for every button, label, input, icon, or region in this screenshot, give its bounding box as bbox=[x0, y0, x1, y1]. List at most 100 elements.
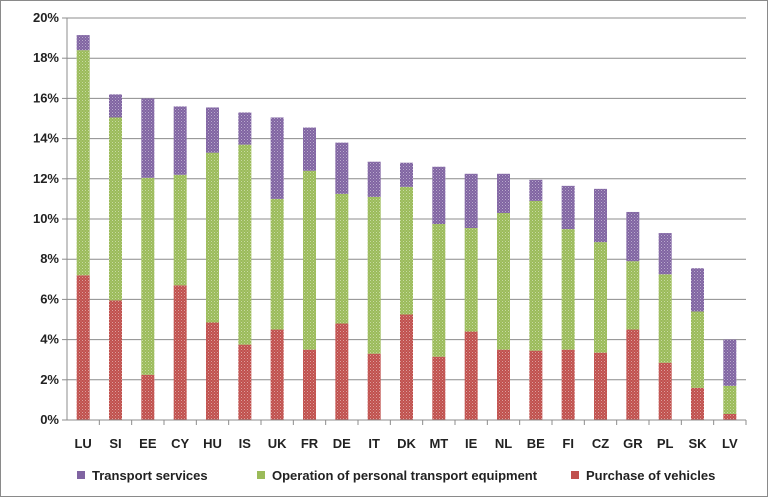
bar-uk-transport-services bbox=[270, 117, 284, 199]
bar-fi-operation-of-personal-transport-equipment bbox=[561, 229, 575, 350]
x-tick-label: UK bbox=[268, 436, 287, 451]
x-tick-label: SK bbox=[688, 436, 707, 451]
bar-sk-transport-services bbox=[691, 268, 704, 312]
x-tick-label: IT bbox=[368, 436, 380, 451]
x-axis: LU SI EE CY HU IS UK FR DE IT DK MT IE NL BE FI CZ GR PL SK… bbox=[67, 419, 747, 451]
bar-be-operation-of-personal-transport-equipment bbox=[529, 200, 543, 351]
legend: Transport services Operation of personal … bbox=[77, 468, 715, 483]
bar-mt-operation-of-personal-transport-equipment bbox=[432, 224, 446, 357]
bar-gr-transport-services bbox=[626, 211, 640, 262]
x-tick-label: FI bbox=[562, 436, 574, 451]
x-tick-label: DK bbox=[397, 436, 416, 451]
x-tick-label: CY bbox=[171, 436, 189, 451]
x-tick-label: GR bbox=[623, 436, 643, 451]
bar-pl-purchase-of-vehicles bbox=[658, 362, 672, 420]
bar-fi-transport-services bbox=[561, 185, 575, 230]
bar-lv-transport-services bbox=[723, 339, 737, 386]
bar-de-purchase-of-vehicles bbox=[335, 323, 349, 420]
bar-nl-operation-of-personal-transport-equipment bbox=[497, 212, 510, 350]
bar-is-operation-of-personal-transport-equipment bbox=[238, 144, 252, 345]
bar-ie-operation-of-personal-transport-equipment bbox=[464, 228, 478, 332]
x-tick-label: FR bbox=[301, 436, 319, 451]
x-tick-label: NL bbox=[495, 436, 512, 451]
bar-dk-operation-of-personal-transport-equipment bbox=[400, 186, 413, 315]
y-tick-label: 4% bbox=[40, 332, 59, 347]
y-tick-label: 20% bbox=[33, 10, 59, 25]
legend-swatch-purchase-of-vehicles bbox=[571, 471, 579, 479]
bar-sk-purchase-of-vehicles bbox=[691, 387, 704, 420]
x-tick-label: HU bbox=[203, 436, 222, 451]
bar-dk-transport-services bbox=[400, 162, 413, 187]
y-tick-label: 16% bbox=[33, 90, 59, 105]
bar-lv-operation-of-personal-transport-equipment bbox=[723, 385, 737, 414]
bar-fr-operation-of-personal-transport-equipment bbox=[303, 170, 316, 350]
legend-swatch-transport-services bbox=[77, 471, 85, 479]
bar-gr-purchase-of-vehicles bbox=[626, 329, 640, 420]
legend-swatch-operation-of-personal-transport-equipment bbox=[257, 471, 265, 479]
bar-nl-purchase-of-vehicles bbox=[497, 349, 510, 420]
bar-nl-transport-services bbox=[497, 173, 510, 213]
y-tick-label: 14% bbox=[33, 131, 59, 146]
bar-fr-purchase-of-vehicles bbox=[303, 349, 316, 420]
legend-label-transport-services: Transport services bbox=[92, 468, 208, 483]
x-tick-label: PL bbox=[657, 436, 674, 451]
bar-ie-transport-services bbox=[464, 173, 478, 229]
x-tick-label: LV bbox=[722, 436, 738, 451]
bar-hu-transport-services bbox=[206, 107, 219, 153]
bar-hu-purchase-of-vehicles bbox=[206, 322, 219, 420]
bar-fr-transport-services bbox=[303, 127, 316, 171]
bar-cy-transport-services bbox=[173, 106, 187, 175]
bar-si-operation-of-personal-transport-equipment bbox=[109, 117, 122, 301]
bar-mt-transport-services bbox=[432, 166, 446, 225]
x-tick-label: DE bbox=[333, 436, 351, 451]
y-tick-label: 0% bbox=[40, 412, 59, 427]
bar-lv-purchase-of-vehicles bbox=[723, 413, 737, 420]
bar-lu-operation-of-personal-transport-equipment bbox=[76, 50, 90, 276]
legend-label-operation-of-personal-transport-equipment: Operation of personal transport equipmen… bbox=[272, 468, 538, 483]
bar-uk-operation-of-personal-transport-equipment bbox=[270, 198, 284, 330]
bar-dk-purchase-of-vehicles bbox=[400, 314, 413, 420]
x-tick-label: BE bbox=[527, 436, 545, 451]
bars bbox=[76, 35, 737, 420]
bar-de-operation-of-personal-transport-equipment bbox=[335, 193, 349, 324]
y-tick-label: 8% bbox=[40, 251, 59, 266]
legend-label-purchase-of-vehicles: Purchase of vehicles bbox=[586, 468, 715, 483]
bar-is-purchase-of-vehicles bbox=[238, 344, 252, 420]
x-tick-label: LU bbox=[74, 436, 91, 451]
bar-is-transport-services bbox=[238, 112, 252, 145]
bar-it-purchase-of-vehicles bbox=[367, 353, 381, 420]
x-tick-label: EE bbox=[139, 436, 157, 451]
x-tick-label: MT bbox=[429, 436, 448, 451]
y-tick-label: 18% bbox=[33, 50, 59, 65]
bar-sk-operation-of-personal-transport-equipment bbox=[691, 311, 704, 388]
bar-cz-transport-services bbox=[594, 188, 607, 243]
bar-fi-purchase-of-vehicles bbox=[561, 349, 575, 420]
bar-pl-transport-services bbox=[658, 233, 672, 275]
x-tick-label: IS bbox=[239, 436, 252, 451]
bar-si-purchase-of-vehicles bbox=[109, 300, 122, 420]
bar-ie-purchase-of-vehicles bbox=[464, 331, 478, 420]
bar-lu-transport-services bbox=[76, 35, 90, 51]
y-tick-label: 10% bbox=[33, 211, 59, 226]
bar-ee-operation-of-personal-transport-equipment bbox=[141, 177, 155, 375]
bar-cy-operation-of-personal-transport-equipment bbox=[173, 174, 187, 286]
bar-ee-transport-services bbox=[141, 98, 155, 178]
bar-mt-purchase-of-vehicles bbox=[432, 356, 446, 420]
bar-de-transport-services bbox=[335, 142, 349, 194]
bar-it-transport-services bbox=[367, 161, 381, 197]
bar-pl-operation-of-personal-transport-equipment bbox=[658, 274, 672, 363]
bar-lu-purchase-of-vehicles bbox=[76, 275, 90, 420]
bar-si-transport-services bbox=[109, 94, 122, 118]
x-tick-label: SI bbox=[109, 436, 121, 451]
bar-cz-operation-of-personal-transport-equipment bbox=[594, 242, 607, 353]
x-tick-label: CZ bbox=[592, 436, 609, 451]
y-tick-label: 2% bbox=[40, 372, 59, 387]
bar-be-transport-services bbox=[529, 179, 543, 201]
y-tick-label: 12% bbox=[33, 171, 59, 186]
bar-it-operation-of-personal-transport-equipment bbox=[367, 196, 381, 354]
bar-gr-operation-of-personal-transport-equipment bbox=[626, 261, 640, 330]
bar-uk-purchase-of-vehicles bbox=[270, 329, 284, 420]
bar-hu-operation-of-personal-transport-equipment bbox=[206, 152, 219, 323]
